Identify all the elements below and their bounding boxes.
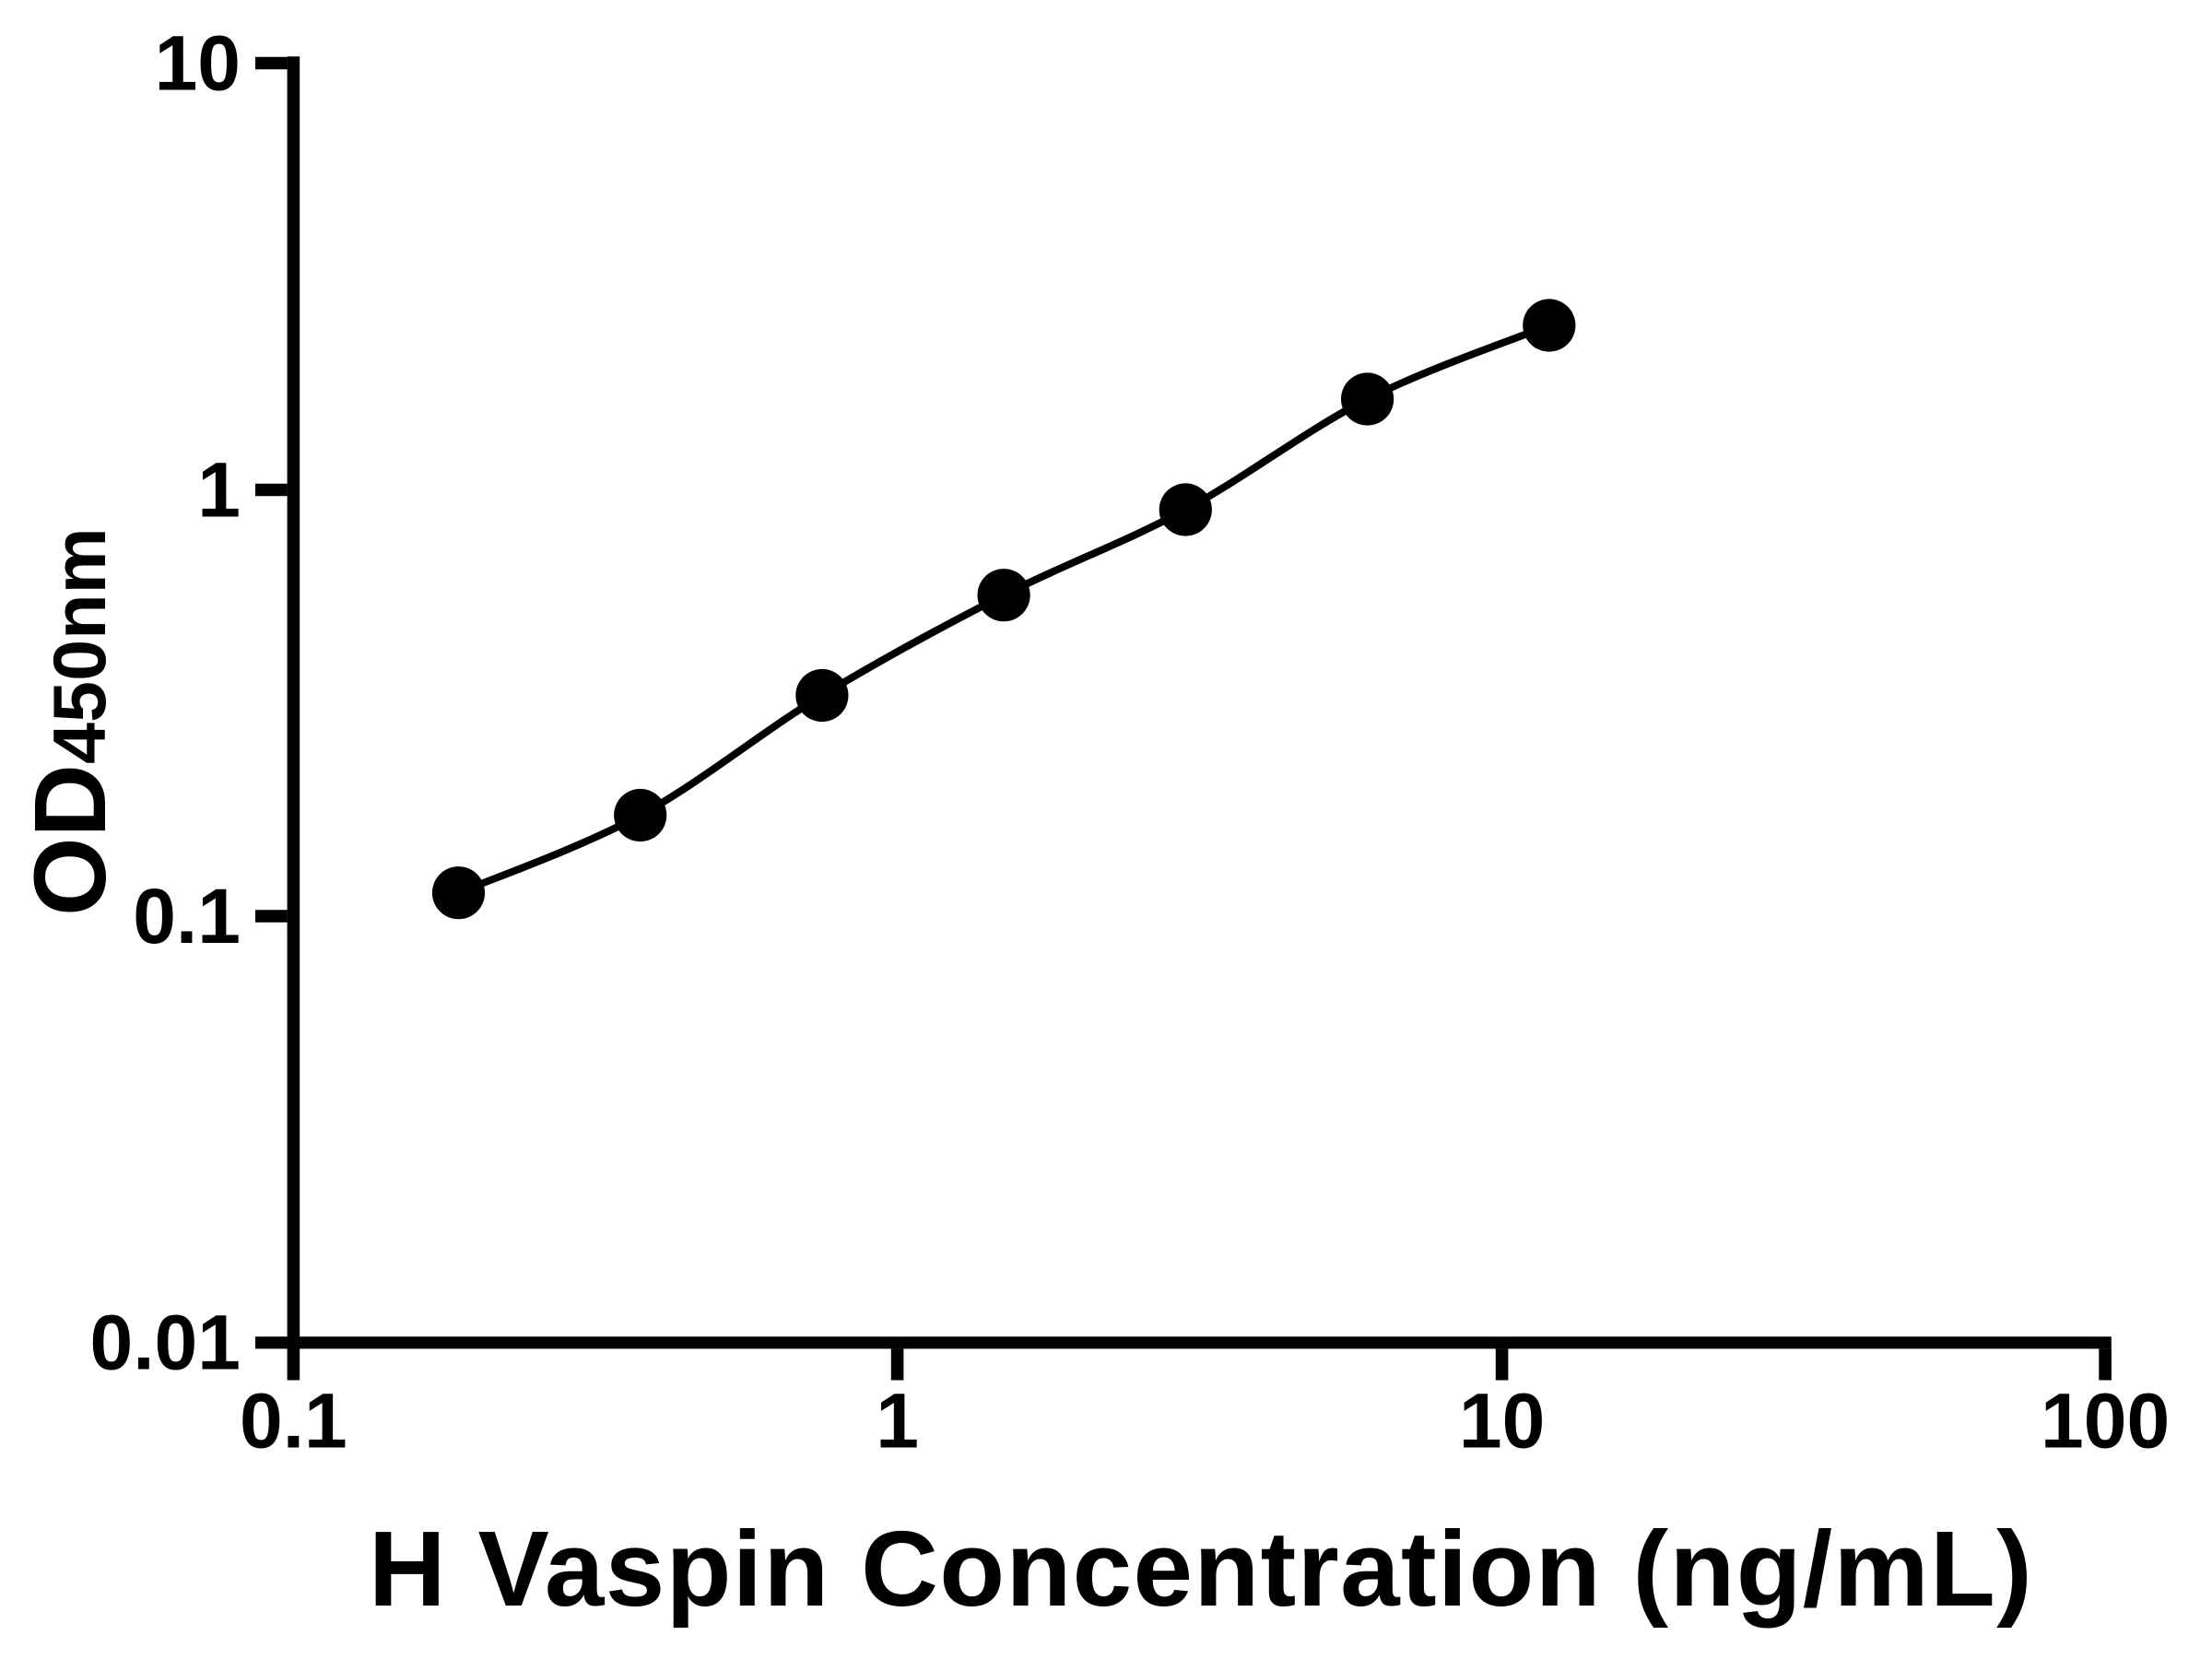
svg-text:1: 1 — [197, 446, 241, 533]
svg-text:0.1: 0.1 — [240, 1378, 347, 1465]
svg-text:10: 10 — [155, 19, 241, 106]
svg-text:0.1: 0.1 — [133, 873, 241, 959]
svg-text:H Vaspin Concentration (ng/mL): H Vaspin Concentration (ng/mL) — [369, 1509, 2033, 1629]
svg-text:OD450nm: OD450nm — [14, 527, 127, 916]
svg-text:100: 100 — [2041, 1378, 2170, 1465]
svg-text:1: 1 — [876, 1378, 919, 1465]
svg-text:10: 10 — [1459, 1378, 1545, 1465]
svg-text:0.01: 0.01 — [90, 1299, 241, 1385]
